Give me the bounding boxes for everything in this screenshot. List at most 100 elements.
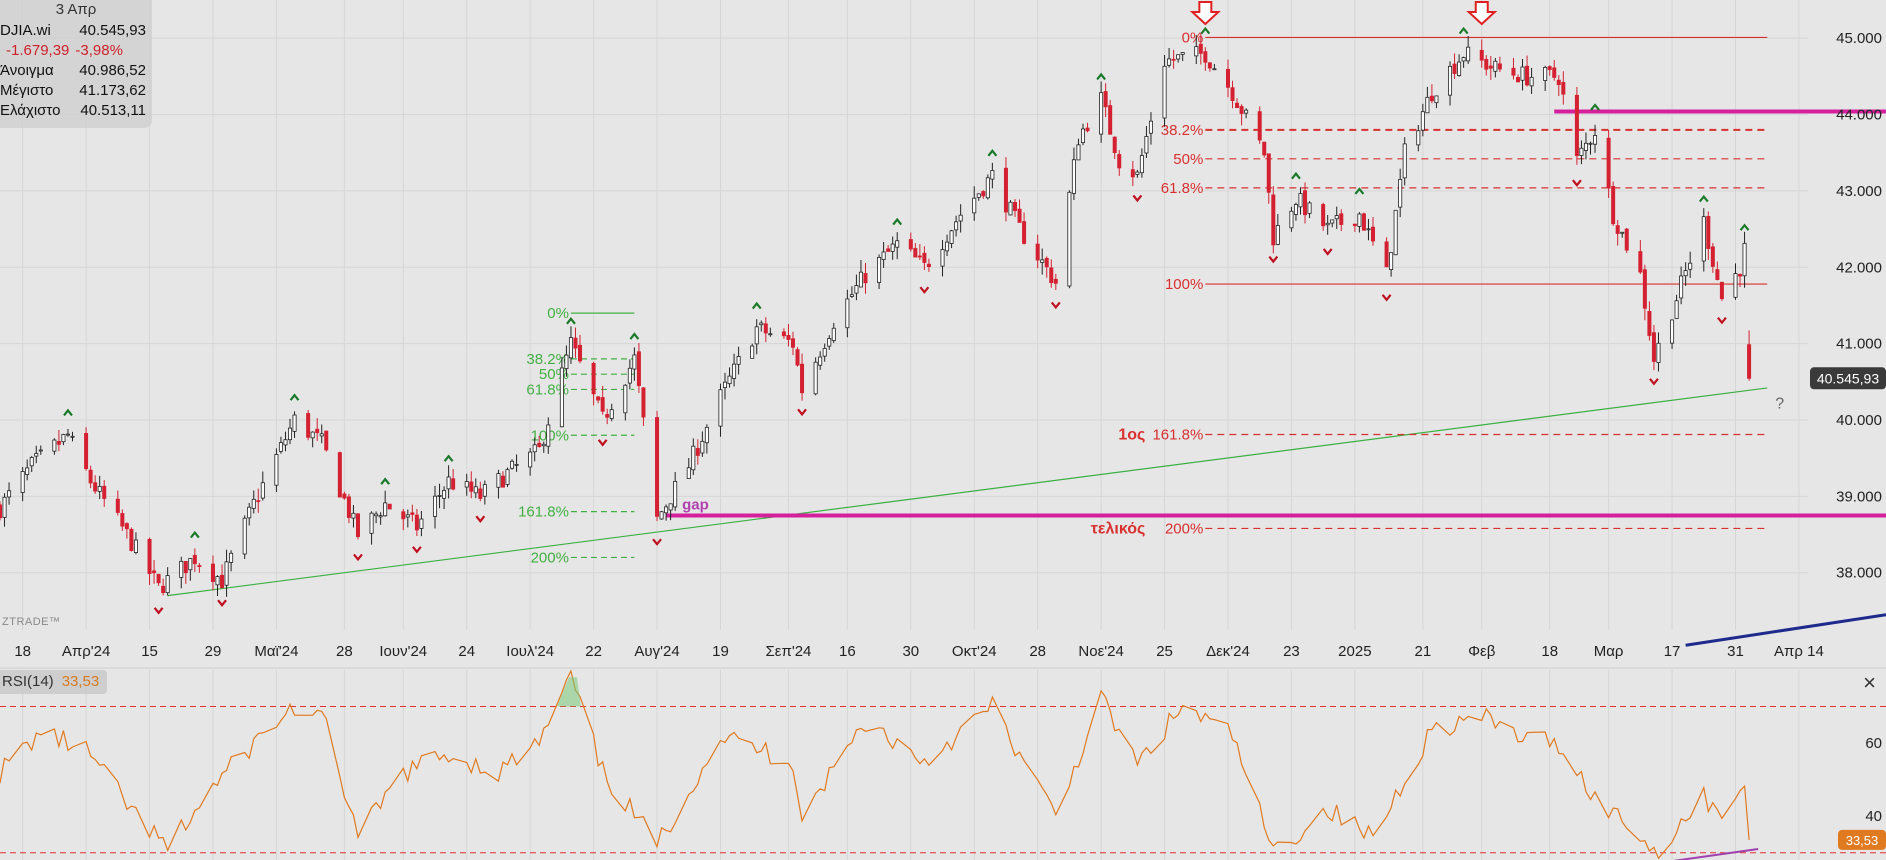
candle-up: [1162, 65, 1167, 119]
candle-up: [1244, 109, 1249, 114]
info-open-row: Άνοιγμα 40.986,52: [0, 61, 152, 81]
candle-up: [1099, 92, 1104, 135]
candle-down: [124, 523, 129, 530]
candle-down: [1352, 223, 1357, 227]
time-tick-label: 15: [141, 643, 158, 660]
swing-high-marker: [1590, 103, 1600, 111]
candle-up: [383, 502, 388, 517]
candle-up: [229, 552, 234, 563]
candle-up: [405, 514, 410, 518]
candle-up: [1180, 52, 1185, 55]
candle-up: [1008, 201, 1013, 216]
swing-low-marker: [1322, 248, 1333, 256]
swing-low-marker: [652, 538, 662, 546]
candle-up: [541, 443, 546, 447]
candle-down: [1044, 257, 1049, 268]
candle-up: [496, 473, 501, 488]
candle-up: [433, 495, 438, 517]
candle-down: [1239, 106, 1244, 114]
candle-up: [1389, 252, 1394, 270]
candle-down: [1085, 127, 1090, 132]
close-rsi-icon[interactable]: ×: [1863, 670, 1876, 695]
candle-down: [1611, 186, 1616, 225]
swing-high-marker: [443, 454, 454, 462]
candle-up: [1457, 61, 1462, 76]
time-tick-label: 17: [1664, 643, 1681, 660]
time-tick-label: 31: [1727, 643, 1744, 660]
candle-up: [1212, 68, 1217, 71]
candle-down: [795, 349, 800, 366]
time-tick-label: 22: [585, 643, 602, 660]
candle-down: [355, 513, 360, 537]
candle-down: [800, 363, 805, 394]
candle-down: [1207, 62, 1212, 69]
horizontal-lines: gap: [666, 109, 1886, 518]
time-tick-label: 19: [712, 643, 729, 660]
question-mark: ?: [1775, 396, 1784, 413]
down-arrow-icon: [1466, 1, 1498, 26]
last-price-label: 40.545,93: [1817, 370, 1879, 386]
candle-down: [1429, 95, 1434, 102]
candle-down: [605, 414, 610, 418]
annotations: ?: [1189, 1, 1784, 413]
candle-down: [1547, 66, 1552, 70]
candle-down: [1706, 216, 1711, 249]
info-open: 40.986,52: [79, 62, 146, 79]
candle-up: [632, 354, 637, 370]
info-symbol-row: DJIA.wi 40.545,93: [0, 21, 152, 41]
fib-red-label: 161.8%: [1152, 427, 1203, 444]
candle-up: [1402, 143, 1407, 179]
time-tick-label: Μαρ: [1594, 643, 1624, 660]
fib-red-label: 0%: [1182, 29, 1204, 46]
time-tick-label: 2025: [1338, 643, 1371, 660]
candle-up: [38, 449, 43, 452]
candle-up: [659, 511, 664, 520]
candle-up: [958, 214, 963, 222]
candle-up: [25, 467, 30, 475]
candle-down: [102, 485, 107, 499]
candle-down: [451, 478, 456, 490]
candle-up: [1543, 66, 1548, 81]
candle-down: [342, 493, 347, 499]
candle-down: [88, 469, 93, 484]
swing-high-marker: [189, 530, 200, 539]
swing-low-marker: [1132, 194, 1143, 203]
info-high: 41.173,62: [79, 82, 146, 99]
info-change-row: -1.679,39 -3,98%: [0, 41, 152, 61]
price-axis[interactable]: 38.000 39.000 40.000 41.000 42.000 43.000 44.0…: [1810, 30, 1886, 582]
rsi-label: RSI(14): [2, 673, 54, 690]
candle-down: [981, 191, 986, 197]
candle-up: [1330, 219, 1335, 224]
price-tick-label: 43.000: [1836, 183, 1882, 200]
candle-up: [351, 512, 356, 519]
candle-down: [1710, 246, 1715, 267]
time-tick-label: Νοε'24: [1078, 643, 1123, 660]
candle-up: [1701, 216, 1706, 262]
candle-up: [831, 327, 836, 341]
candle-down: [863, 273, 868, 284]
candle-up: [1529, 76, 1534, 87]
candle-up: [686, 467, 691, 479]
candle-down: [1384, 241, 1389, 268]
candle-down: [346, 496, 351, 518]
candle-up: [668, 503, 673, 511]
time-tick-label: 16: [839, 643, 856, 660]
candle-down: [573, 337, 578, 349]
candle-up: [1393, 209, 1398, 256]
candle-up: [437, 495, 442, 497]
candle-down: [1738, 273, 1743, 277]
info-change-pct: -3,98%: [75, 42, 123, 59]
time-axis[interactable]: 18 Απρ'24 15 29 Μαϊ'24 28 Ιουν'24 24 Ιουλ'24 22 Αυ…: [14, 643, 1823, 660]
candle-up: [283, 439, 288, 446]
candle-down: [1235, 102, 1240, 109]
candle-down: [781, 331, 786, 337]
candle-down: [220, 574, 225, 589]
price-tick-label: 42.000: [1836, 259, 1882, 276]
candle-up: [224, 561, 229, 586]
candle-down: [1262, 141, 1267, 156]
candle-up: [704, 426, 709, 444]
candle-up: [419, 518, 424, 529]
rsi-legend[interactable]: RSI(14) 33,53: [0, 670, 108, 694]
candle-up: [1366, 228, 1371, 231]
